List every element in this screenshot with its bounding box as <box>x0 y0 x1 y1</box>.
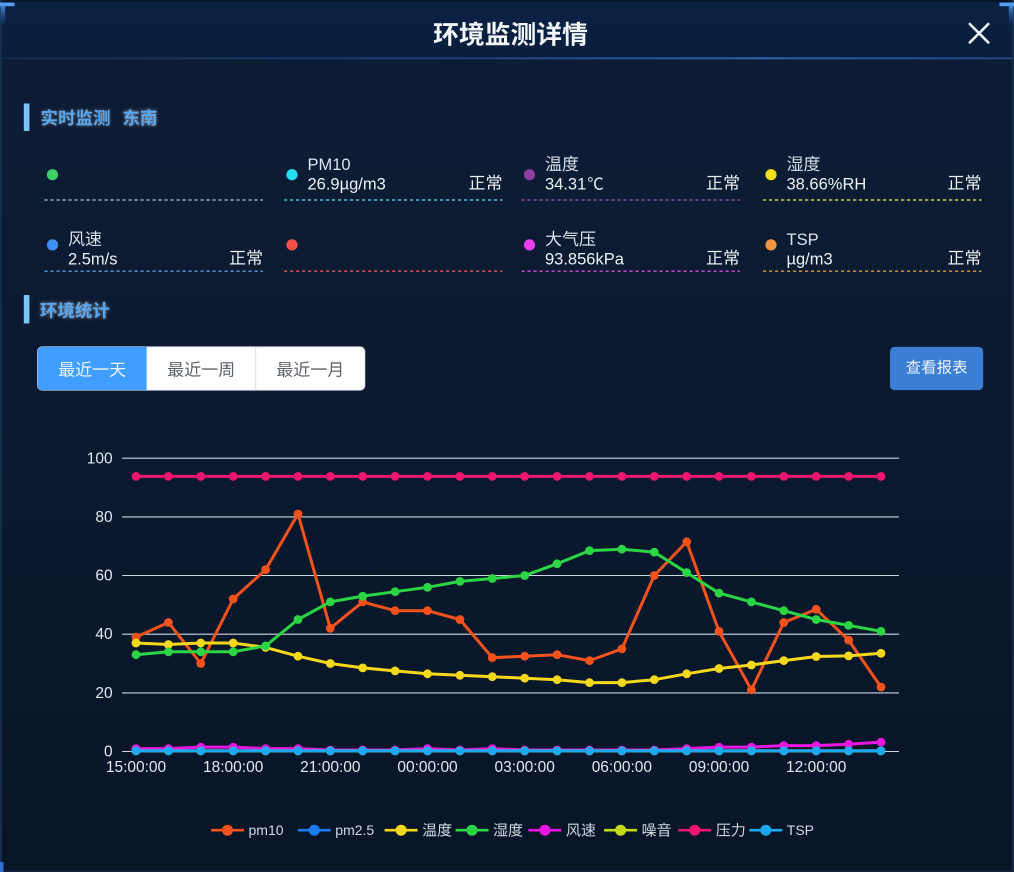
svg-text:00:00:00: 00:00:00 <box>397 759 458 776</box>
svg-text:34.31: 34.31 <box>545 176 586 194</box>
svg-text:38.66%RH: 38.66%RH <box>787 176 867 194</box>
svg-text:93.856kPa: 93.856kPa <box>545 251 625 269</box>
svg-text:26.9µg/m3: 26.9µg/m3 <box>308 176 386 194</box>
svg-text:21:00:00: 21:00:00 <box>300 759 361 776</box>
svg-text:TSP: TSP <box>787 231 819 249</box>
svg-text:12:00:00: 12:00:00 <box>786 759 847 776</box>
svg-text:2.5m/s: 2.5m/s <box>68 251 118 269</box>
svg-text:20: 20 <box>95 685 113 702</box>
svg-text:18:00:00: 18:00:00 <box>203 759 264 776</box>
svg-text:TSP: TSP <box>787 822 814 838</box>
svg-text:09:00:00: 09:00:00 <box>689 759 750 776</box>
svg-text:0: 0 <box>104 744 113 761</box>
svg-text:pm2.5: pm2.5 <box>335 822 374 838</box>
svg-text:15:00:00: 15:00:00 <box>106 759 167 776</box>
svg-text:60: 60 <box>95 568 113 585</box>
svg-text:pm10: pm10 <box>249 822 284 838</box>
svg-text:06:00:00: 06:00:00 <box>592 759 653 776</box>
svg-text:80: 80 <box>95 509 113 526</box>
svg-text:µg/m3: µg/m3 <box>787 251 833 269</box>
svg-text:03:00:00: 03:00:00 <box>495 759 556 776</box>
svg-text:PM10: PM10 <box>308 156 351 174</box>
svg-text:40: 40 <box>95 626 113 643</box>
svg-text:100: 100 <box>87 450 113 467</box>
